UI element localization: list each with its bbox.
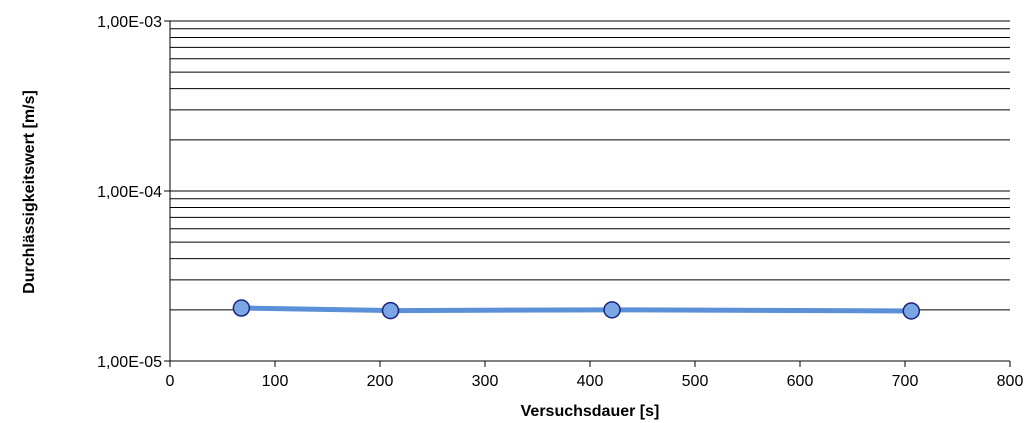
series xyxy=(232,299,921,320)
x-tick-label: 200 xyxy=(367,373,394,390)
x-tick-label: 800 xyxy=(997,373,1024,390)
x-tick-label: 400 xyxy=(577,373,604,390)
data-point xyxy=(381,301,400,320)
x-tick-label: 100 xyxy=(262,373,289,390)
series-line xyxy=(238,305,914,314)
y-tick-label: 1,00E-04 xyxy=(97,184,162,201)
y-axis-ticks: 1,00E-05 1,00E-04 1,00E-03 xyxy=(97,14,170,371)
gridlines xyxy=(170,20,1010,311)
x-tick-label: 700 xyxy=(892,373,919,390)
x-tick-label: 600 xyxy=(787,373,814,390)
y-axis-title: Durchlässigkeitswert [m/s] xyxy=(21,90,38,294)
x-tick-label: 500 xyxy=(682,373,709,390)
data-point xyxy=(232,299,251,317)
x-tick-label: 0 xyxy=(166,373,175,390)
data-point xyxy=(603,301,621,319)
x-axis-ticks: 0 100 200 300 400 500 600 700 800 xyxy=(166,361,1024,390)
x-axis-title: Versuchsdauer [s] xyxy=(521,403,660,420)
y-tick-label: 1,00E-03 xyxy=(97,14,162,31)
data-point xyxy=(902,302,921,320)
y-tick-label: 1,00E-05 xyxy=(97,354,162,371)
x-tick-label: 300 xyxy=(472,373,499,390)
